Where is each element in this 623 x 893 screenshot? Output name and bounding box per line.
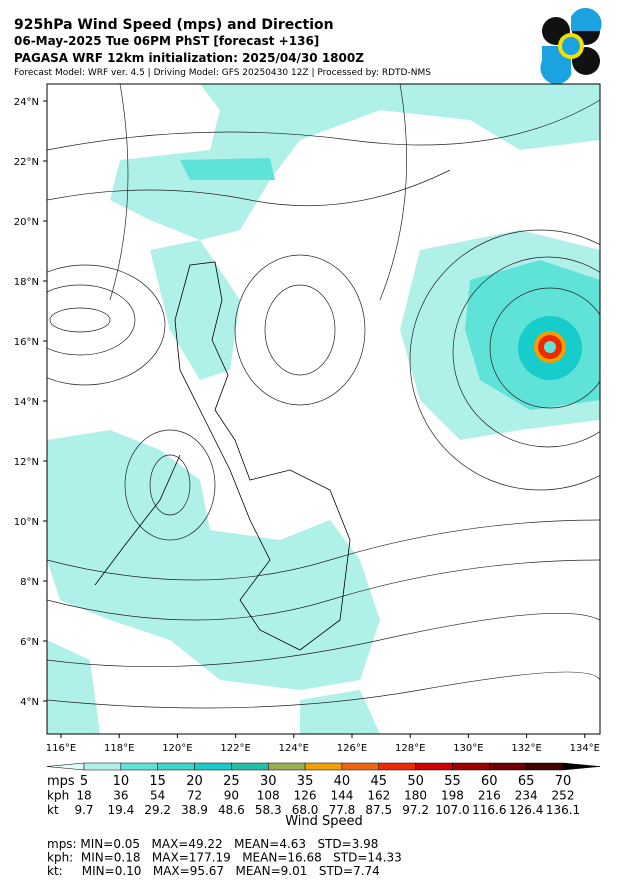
x-tick-label: 134°E	[570, 743, 600, 754]
x-tick-label: 128°E	[395, 743, 425, 754]
x-tick-label: 120°E	[162, 743, 192, 754]
colorbar-tick-label: 72	[187, 789, 202, 803]
colorbar-tick-label: 48.6	[218, 803, 245, 817]
colorbar-bin	[194, 762, 232, 771]
y-tick-label: 12°N	[14, 457, 39, 468]
x-tick-label: 132°E	[511, 743, 541, 754]
stat-line: kph: MIN=0.18 MAX=177.19 MEAN=16.68 STD=…	[47, 851, 402, 865]
colorbar-tick-label: 29.2	[144, 803, 171, 817]
colorbar-bin	[525, 762, 564, 771]
unit-label: mps	[47, 774, 75, 789]
colorbar-tick-label: 108	[257, 789, 280, 803]
colorbar-tick-label: 97.2	[402, 803, 429, 817]
colorbar-tick-label: 20	[186, 774, 203, 789]
colorbar-bin	[231, 762, 269, 771]
colorbar-bin	[452, 762, 490, 771]
colorbar-tick-label: 252	[552, 789, 575, 803]
colorbar-tick-label: 18	[76, 789, 91, 803]
colorbar-tick-label: 68.0	[292, 803, 319, 817]
colorbar-tick-label: 60	[481, 774, 498, 789]
y-tick-label: 10°N	[14, 517, 39, 528]
colorbar-tick-label: 35	[297, 774, 314, 789]
x-tick-label: 122°E	[220, 743, 250, 754]
colorbar-label: Wind Speed	[285, 814, 363, 829]
colorbar-bin	[83, 762, 122, 771]
colorbar-tick-label: 126.4	[509, 803, 543, 817]
colorbar-tick-label: 9.7	[74, 803, 93, 817]
y-tick-label: 22°N	[14, 157, 39, 168]
y-tick-label: 14°N	[14, 397, 39, 408]
colorbar-tick-label: 216	[478, 789, 501, 803]
colorbar: mps 5 10 15 20 25 30 35 40 45 50 55 60 65 70 kph 18 36 54 7…	[46, 762, 601, 817]
colorbar-tick-label: 116.6	[472, 803, 506, 817]
subtitle: 06-May-2025 Tue 06PM PhST [forecast +136…	[14, 34, 319, 48]
y-tick-label: 16°N	[14, 337, 39, 348]
y-tick-label: 6°N	[20, 637, 39, 648]
colorbar-bin	[378, 762, 416, 771]
x-tick-label: 118°E	[104, 743, 134, 754]
colorbar-tick-label: 38.9	[181, 803, 208, 817]
unit-label: kph	[47, 789, 69, 803]
x-tick-label: 130°E	[453, 743, 483, 754]
colorbar-bin	[489, 762, 527, 771]
colorbar-tick-label: 65	[518, 774, 535, 789]
y-tick-label: 8°N	[20, 577, 39, 588]
colorbar-tick-label: 90	[224, 789, 239, 803]
colorbar-bin	[157, 762, 195, 771]
colorbar-bin	[267, 762, 306, 771]
unit-label: kt	[47, 803, 59, 817]
colorbar-tick-label: 54	[150, 789, 165, 803]
colorbar-tick-label: 77.8	[329, 803, 356, 817]
colorbar-tick-label: 19.4	[107, 803, 134, 817]
colorbar-bin	[341, 762, 380, 771]
colorbar-extend	[562, 762, 601, 771]
colorbar-tick-label: 5	[80, 774, 88, 789]
colorbar-tick-label: 136.1	[546, 803, 580, 817]
colorbar-tick-label: 58.3	[255, 803, 282, 817]
colorbar-tick-label: 40	[334, 774, 351, 789]
subtitle: Forecast Model: WRF ver. 4.5 | Driving M…	[14, 68, 431, 78]
colorbar-extend	[46, 762, 85, 771]
colorbar-bin	[415, 762, 453, 771]
y-tick-label: 24°N	[14, 97, 39, 108]
colorbar-tick-label: 25	[223, 774, 240, 789]
colorbar-tick-label: 15	[149, 774, 166, 789]
stat-line: mps: MIN=0.05 MAX=49.22 MEAN=4.63 STD=3.…	[47, 837, 378, 851]
x-tick-label: 126°E	[337, 743, 367, 754]
colorbar-tick-label: 87.5	[365, 803, 392, 817]
colorbar-tick-label: 144	[330, 789, 353, 803]
map: 116°E 118°E 120°E 122°E 124°E 126°E 128°E 130°E…	[14, 83, 601, 754]
y-tick-label: 20°N	[14, 217, 39, 228]
colorbar-tick-label: 180	[404, 789, 427, 803]
colorbar-tick-label: 198	[441, 789, 464, 803]
colorbar-tick-label: 55	[444, 774, 461, 789]
stat-line: kt: MIN=0.10 MAX=95.67 MEAN=9.01 STD=7.7…	[47, 864, 380, 878]
colorbar-tick-label: 126	[294, 789, 317, 803]
colorbar-tick-label: 10	[113, 774, 130, 789]
colorbar-tick-label: 36	[113, 789, 128, 803]
colorbar-bin	[120, 762, 158, 771]
title: 925hPa Wind Speed (mps) and Direction	[14, 17, 334, 33]
colorbar-tick-label: 234	[515, 789, 538, 803]
y-tick-label: 4°N	[20, 697, 39, 708]
x-tick-label: 116°E	[46, 743, 76, 754]
subtitle: PAGASA WRF 12km initialization: 2025/04/…	[14, 51, 364, 65]
colorbar-tick-label: 107.0	[435, 803, 469, 817]
colorbar-tick-label: 45	[370, 774, 387, 789]
colorbar-tick-label: 30	[260, 774, 277, 789]
x-tick-label: 124°E	[279, 743, 309, 754]
colorbar-tick-label: 70	[555, 774, 572, 789]
colorbar-tick-label: 162	[367, 789, 390, 803]
logo	[540, 7, 602, 85]
colorbar-tick-label: 50	[407, 774, 424, 789]
y-tick-label: 18°N	[14, 277, 39, 288]
stats: mps: MIN=0.05 MAX=49.22 MEAN=4.63 STD=3.…	[47, 837, 402, 878]
colorbar-bin	[304, 762, 343, 771]
